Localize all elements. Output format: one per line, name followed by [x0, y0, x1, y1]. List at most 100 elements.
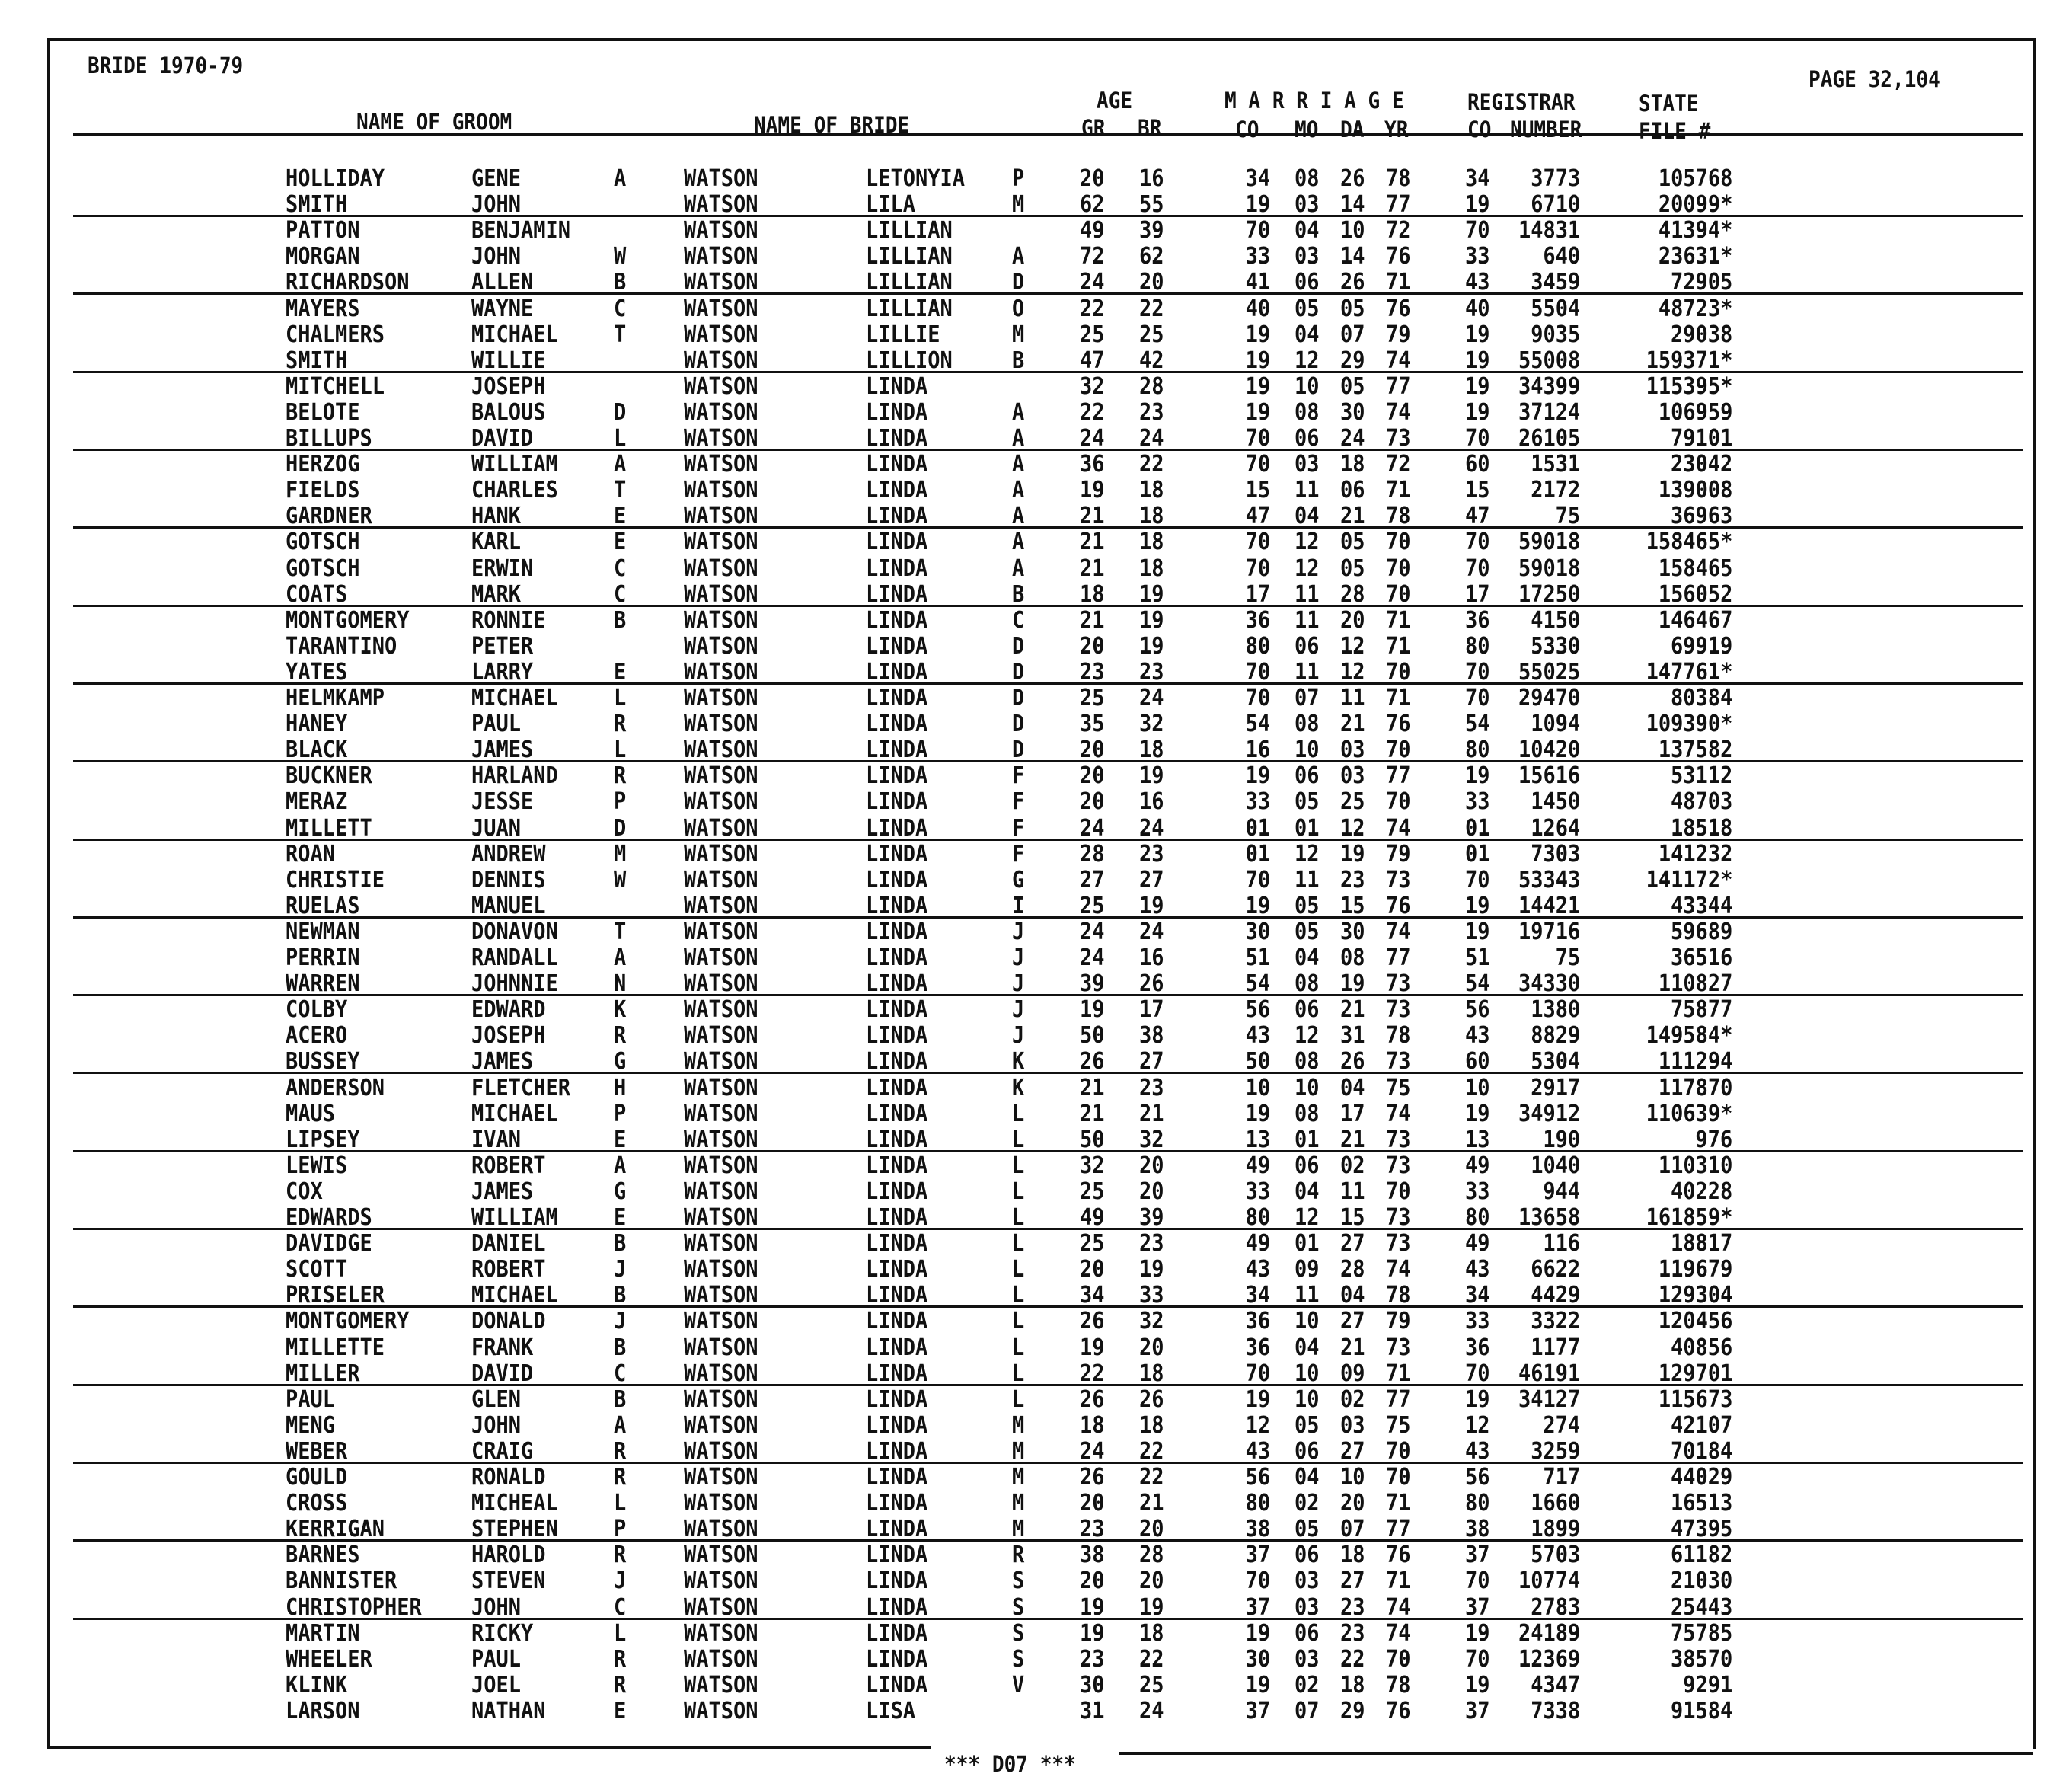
bride-age: 23: [1139, 658, 1164, 685]
bride-first-name: LISA: [866, 1697, 916, 1724]
registrar-county: 47: [1465, 503, 1490, 530]
bride-initial: A: [1012, 477, 1025, 504]
state-file-number: 18518: [1670, 814, 1732, 842]
state-file-number: 158465: [1658, 554, 1732, 582]
registrar-county: 80: [1465, 1490, 1490, 1517]
table-row: ANDERSON FLETCHER H WATSON LINDA K 21 23 10 10 04 7…: [0, 1074, 2072, 1100]
marriage-month: 08: [1295, 711, 1320, 738]
table-row: RICHARDSON ALLEN B WATSON LILLIAN D 24 20 41 06 26…: [0, 268, 2072, 294]
marriage-county: 36: [1245, 606, 1270, 634]
groom-first-name: MICHAEL: [471, 685, 558, 711]
groom-initial: E: [614, 658, 627, 685]
bride-first-name: LETONYIA: [866, 165, 966, 192]
groom-last-name: GOTSCH: [286, 529, 360, 556]
bride-age: 27: [1139, 1048, 1164, 1075]
groom-age: 26: [1080, 1464, 1105, 1491]
groom-initial: L: [614, 1490, 627, 1517]
bride-first-name: LINDA: [866, 737, 928, 764]
bride-initial: K: [1012, 1048, 1025, 1075]
registrar-number: 5703: [1530, 1542, 1580, 1569]
bride-initial: D: [1012, 685, 1025, 711]
groom-initial: R: [614, 1671, 627, 1699]
groom-last-name: PAUL: [286, 1385, 336, 1413]
marriage-day: 21: [1340, 1334, 1365, 1361]
bride-age: 18: [1139, 529, 1164, 556]
col-header-co: CO: [1235, 117, 1259, 142]
registrar-number: 3773: [1530, 165, 1580, 192]
registrar-county: 70: [1465, 1645, 1490, 1673]
groom-first-name: MARK: [471, 580, 522, 608]
registrar-number: 1380: [1530, 996, 1580, 1024]
registrar-county: 33: [1465, 1178, 1490, 1205]
marriage-year: 78: [1386, 1671, 1411, 1699]
table-row: MENG JOHN A WATSON LINDA M 18 18 12 05 03 75 12 274 42…: [0, 1411, 2072, 1437]
bride-age: 18: [1139, 1360, 1164, 1387]
bride-age: 32: [1139, 1126, 1164, 1153]
marriage-month: 04: [1295, 1464, 1320, 1491]
registrar-number: 1660: [1530, 1490, 1580, 1517]
registrar-county: 19: [1465, 372, 1490, 400]
marriage-month: 05: [1295, 788, 1320, 816]
state-file-number: 48703: [1670, 788, 1732, 816]
bride-last-name: WATSON: [684, 1100, 758, 1127]
bride-age: 32: [1139, 711, 1164, 738]
bride-first-name: LINDA: [866, 1022, 928, 1050]
registrar-county: 70: [1465, 529, 1490, 556]
bride-first-name: LINDA: [866, 1437, 928, 1465]
bride-first-name: LILLIAN: [866, 295, 953, 322]
bride-initial: S: [1012, 1567, 1025, 1595]
marriage-year: 70: [1386, 580, 1411, 608]
groom-age: 20: [1080, 1490, 1105, 1517]
registrar-number: 34912: [1518, 1100, 1580, 1127]
marriage-county: 43: [1245, 1256, 1270, 1283]
groom-initial: P: [614, 1100, 627, 1127]
registrar-county: 54: [1465, 711, 1490, 738]
registrar-county: 01: [1465, 840, 1490, 868]
table-row: TARANTINO PETER WATSON LINDA D 20 19 80 06 12 71 80…: [0, 632, 2072, 658]
groom-age: 50: [1080, 1126, 1105, 1153]
marriage-county: 43: [1245, 1437, 1270, 1465]
registrar-number: 1264: [1530, 814, 1580, 842]
marriage-county: 33: [1245, 243, 1270, 270]
marriage-county: 33: [1245, 1178, 1270, 1205]
marriage-day: 14: [1340, 243, 1365, 270]
table-row: HANEY PAUL R WATSON LINDA D 35 32 54 08 21 76 54 1094…: [0, 710, 2072, 736]
bride-first-name: LINDA: [866, 1256, 928, 1283]
groom-last-name: MARTIN: [286, 1619, 360, 1647]
groom-first-name: JAMES: [471, 1178, 534, 1205]
bride-first-name: LINDA: [866, 477, 928, 504]
marriage-day: 28: [1340, 1256, 1365, 1283]
bride-last-name: WATSON: [684, 580, 758, 608]
table-row: BANNISTER STEVEN J WATSON LINDA S 20 20 70 03 27 71…: [0, 1567, 2072, 1593]
bride-age: 24: [1139, 918, 1164, 945]
marriage-month: 12: [1295, 554, 1320, 582]
col-header-groom: NAME OF GROOM: [356, 109, 512, 135]
marriage-year: 73: [1386, 1152, 1411, 1179]
registrar-number: 6622: [1530, 1256, 1580, 1283]
marriage-day: 29: [1340, 1697, 1365, 1724]
groom-last-name: YATES: [286, 658, 348, 685]
bride-last-name: WATSON: [684, 944, 758, 971]
registrar-county: 56: [1465, 1464, 1490, 1491]
state-file-number: 106959: [1658, 398, 1732, 426]
marriage-day: 12: [1340, 632, 1365, 660]
groom-age: 19: [1080, 1593, 1105, 1621]
marriage-day: 26: [1340, 1048, 1365, 1075]
table-row: HELMKAMP MICHAEL L WATSON LINDA D 25 24 70 07 11 71…: [0, 684, 2072, 710]
bride-last-name: WATSON: [684, 1152, 758, 1179]
marriage-year: 76: [1386, 711, 1411, 738]
marriage-county: 70: [1245, 866, 1270, 893]
registrar-number: 75: [1555, 503, 1580, 530]
table-row: MONTGOMERY RONNIE B WATSON LINDA C 21 19 36 11 20 7…: [0, 606, 2072, 632]
registrar-county: 80: [1465, 632, 1490, 660]
marriage-day: 15: [1340, 892, 1365, 919]
marriage-county: 70: [1245, 217, 1270, 244]
marriage-day: 05: [1340, 295, 1365, 322]
marriage-day: 18: [1340, 1542, 1365, 1569]
marriage-year: 76: [1386, 1542, 1411, 1569]
bride-age: 25: [1139, 1671, 1164, 1699]
registrar-county: 19: [1465, 892, 1490, 919]
groom-initial: T: [614, 918, 627, 945]
bride-last-name: WATSON: [684, 1178, 758, 1205]
groom-age: 21: [1080, 1100, 1105, 1127]
